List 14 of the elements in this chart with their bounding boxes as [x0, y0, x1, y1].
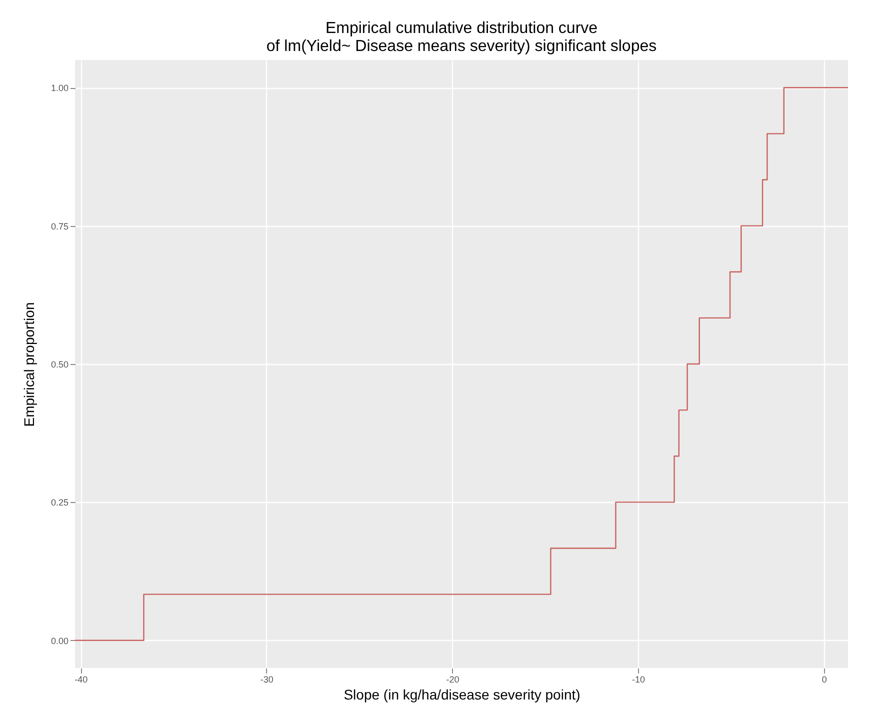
y-axis-title: Empirical proportion [20, 302, 37, 427]
x-tick-label: -40 [74, 674, 88, 684]
y-tick-label: 0.75 [50, 221, 68, 232]
x-axis-title: Slope (in kg/ha/disease severity point) [344, 686, 580, 702]
chart-title: Empirical cumulative distribution curve [325, 20, 598, 37]
y-tick-label: 0.50 [50, 360, 68, 370]
x-tick-label: -10 [632, 674, 646, 684]
y-tick-label: 0.25 [50, 498, 68, 508]
x-tick-label: -20 [446, 674, 460, 684]
chart-subtitle: of lm(Yield~ Disease means severity) significant slopes [266, 38, 657, 55]
x-tick-label: 0 [822, 674, 827, 684]
y-tick-label: 0.00 [50, 636, 68, 646]
y-tick-label: 1.00 [50, 83, 68, 94]
x-tick-label: -30 [260, 674, 274, 684]
